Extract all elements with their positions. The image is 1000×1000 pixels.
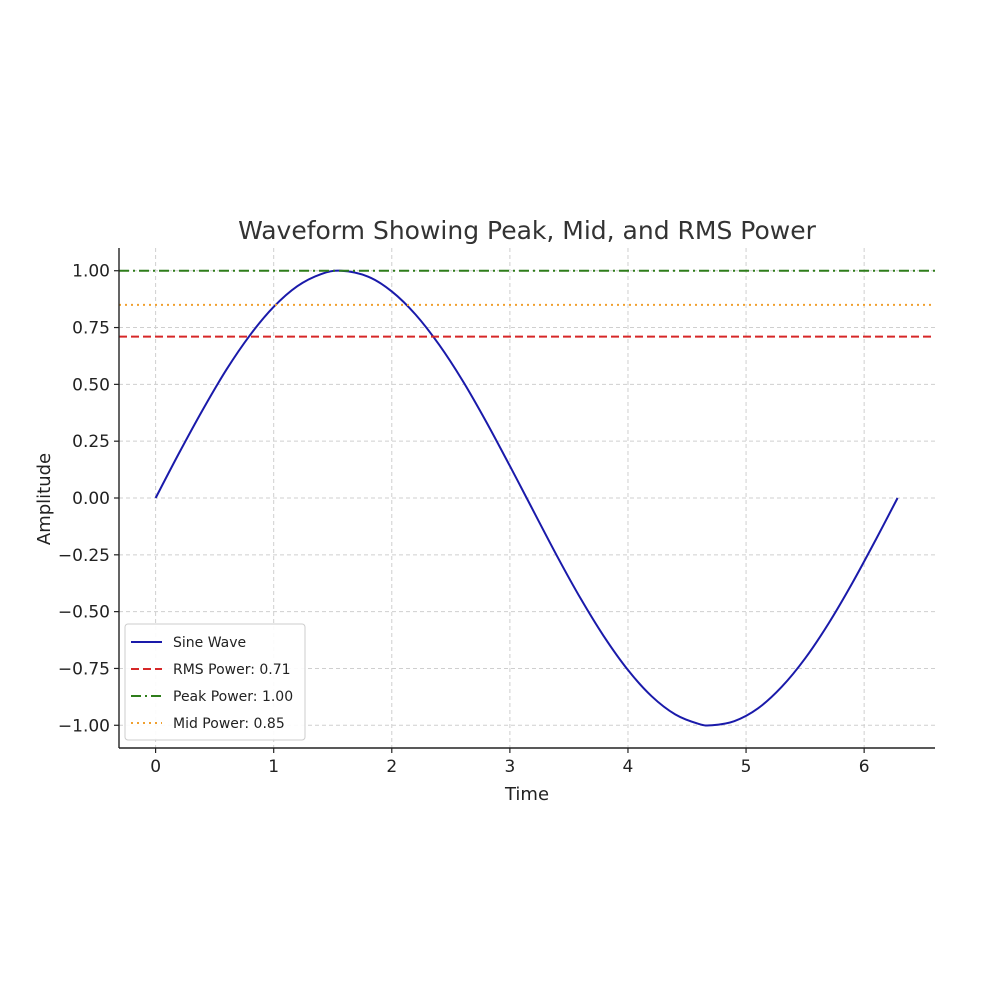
legend: Sine Wave RMS Power: 0.71 Peak Power: 1.00… xyxy=(124,623,306,741)
legend-label: Sine Wave xyxy=(173,635,246,651)
legend-label: RMS Power: 0.71 xyxy=(173,662,291,678)
x-axis-label: Time xyxy=(504,784,549,805)
legend-label: Peak Power: 1.00 xyxy=(173,689,293,705)
y-tick-label: −0.75 xyxy=(58,659,110,679)
y-tick-label: −0.25 xyxy=(58,546,110,566)
y-tick-label: 0.50 xyxy=(72,375,110,395)
x-tick-label: 1 xyxy=(268,757,279,777)
series-lines xyxy=(119,269,935,727)
x-tick-label: 3 xyxy=(504,757,515,777)
y-tick-label: 0.25 xyxy=(72,432,110,452)
series-line xyxy=(154,269,899,727)
y-tick-label: 0.75 xyxy=(72,319,110,339)
grid-lines xyxy=(119,248,935,748)
legend-items: Sine Wave RMS Power: 0.71 Peak Power: 1.00… xyxy=(131,635,293,732)
y-axis-ticks: 1.00 0.75 0.50 0.25 0.00 −0.25 −0.50 −0.75 −1.00 xyxy=(58,262,119,736)
y-tick-label: −1.00 xyxy=(58,716,110,736)
legend-box xyxy=(124,623,306,741)
x-tick-label: 0 xyxy=(150,757,161,777)
x-tick-label: 4 xyxy=(623,757,634,777)
x-tick-label: 2 xyxy=(386,757,397,777)
y-tick-label: −0.50 xyxy=(58,603,110,623)
chart-title: Waveform Showing Peak, Mid, and RMS Powe… xyxy=(238,216,816,245)
x-tick-label: 5 xyxy=(741,757,752,777)
y-axis-label: Amplitude xyxy=(34,453,55,545)
y-tick-label: 0.00 xyxy=(72,489,110,509)
legend-label: Mid Power: 0.85 xyxy=(173,716,285,732)
y-tick-label: 1.00 xyxy=(72,262,110,282)
x-axis-ticks: 0 1 2 3 4 5 6 xyxy=(150,748,870,777)
x-tick-label: 6 xyxy=(859,757,870,777)
